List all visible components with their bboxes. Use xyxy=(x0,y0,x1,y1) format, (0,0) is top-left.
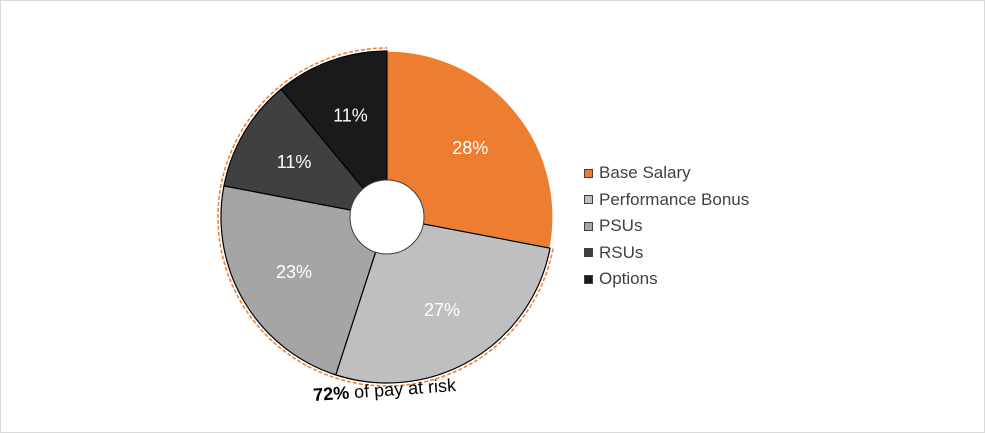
legend-label: PSUs xyxy=(599,216,643,236)
pay-at-risk-percent: 72% xyxy=(313,383,350,405)
slice-label-options: 11% xyxy=(333,105,368,125)
slice-options xyxy=(280,50,388,219)
legend-item-psus: PSUs xyxy=(584,213,749,240)
pay-at-risk-annotation: 72% of pay at risk xyxy=(313,375,458,405)
legend-label: Performance Bonus xyxy=(599,189,750,209)
legend-label: Options xyxy=(599,269,658,289)
slices-group xyxy=(220,50,554,384)
legend-swatch xyxy=(584,195,593,205)
legend-item-rsus: RSUs xyxy=(584,240,749,267)
legend-swatch xyxy=(584,274,593,284)
slice-psus xyxy=(220,185,388,376)
legend-item-base-salary: Base Salary xyxy=(584,160,749,187)
slice-performance-bonus xyxy=(334,216,551,384)
chart-legend: Base Salary Performance Bonus PSUs RSUs Opti… xyxy=(584,160,749,293)
legend-swatch xyxy=(584,248,593,258)
slice-label-psus: 23% xyxy=(276,262,312,282)
pay-at-risk-highlight-arc xyxy=(217,47,554,387)
legend-label: RSUs xyxy=(599,242,644,262)
legend-swatch xyxy=(584,168,593,178)
slice-labels-group: 28% 27% 23% 11% 11% xyxy=(276,105,488,320)
slice-label-base-salary: 28% xyxy=(452,138,488,158)
slice-label-performance-bonus: 27% xyxy=(424,300,460,320)
legend-label: Base Salary xyxy=(599,163,691,183)
legend-item-options: Options xyxy=(584,266,749,293)
slice-label-rsus: 11% xyxy=(277,152,312,172)
slice-rsus xyxy=(223,88,389,218)
legend-swatch xyxy=(584,221,593,231)
slice-base-salary xyxy=(386,50,554,249)
legend-item-performance-bonus: Performance Bonus xyxy=(584,187,749,214)
donut-hole xyxy=(349,179,425,255)
